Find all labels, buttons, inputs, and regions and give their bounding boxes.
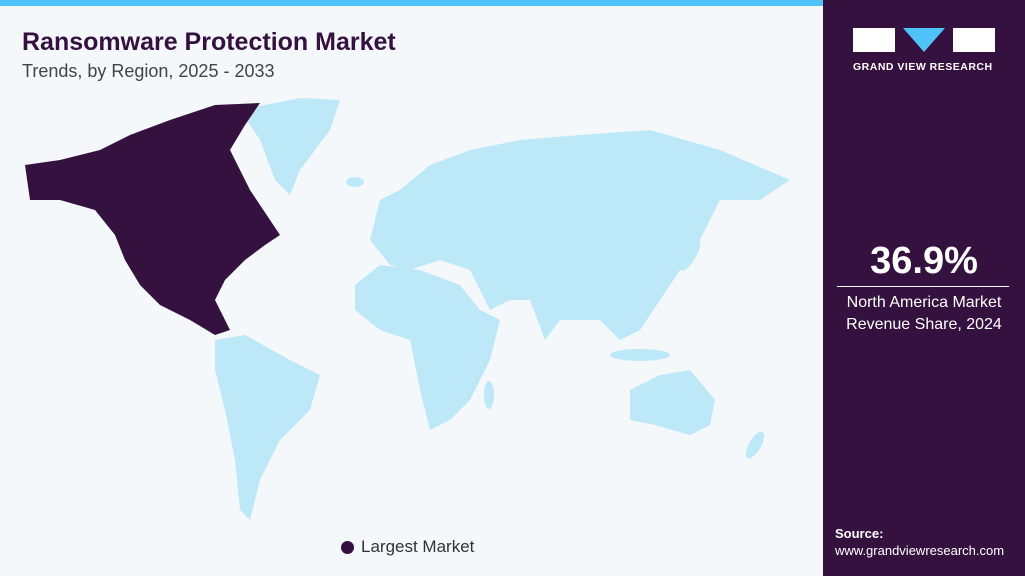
- source-url: www.grandviewresearch.com: [835, 543, 1005, 558]
- subtitle: Trends, by Region, 2025 - 2033: [22, 61, 275, 81]
- africa: [355, 265, 500, 430]
- legend-label: Largest Market: [361, 537, 475, 556]
- south-america: [215, 335, 320, 520]
- new-zealand: [745, 431, 765, 459]
- side-panel: GRAND VIEW RESEARCH 36.9% North America …: [823, 0, 1025, 576]
- stat-label: Revenue Share, 2024: [846, 316, 1002, 333]
- madagascar: [484, 381, 494, 409]
- source-label: Source:: [835, 526, 884, 541]
- legend-swatch: [341, 540, 354, 554]
- divider: [837, 286, 1009, 287]
- greenland: [240, 98, 340, 195]
- japan: [679, 239, 701, 271]
- stat-label: North America Market: [846, 294, 1002, 311]
- stat-value: 36.9%: [870, 240, 978, 282]
- iceland: [346, 177, 364, 187]
- eurasia: [370, 130, 790, 340]
- legend: Largest Market: [341, 537, 474, 557]
- australia: [630, 370, 715, 435]
- uk: [375, 209, 389, 235]
- top-stripe: [0, 0, 823, 6]
- world-map: [25, 98, 790, 520]
- logo-text: GRAND VIEW RESEARCH: [853, 61, 993, 73]
- logo-mark: [853, 28, 995, 52]
- title: Ransomware Protection Market: [22, 28, 396, 56]
- north-america: [25, 103, 280, 335]
- indonesia: [610, 349, 670, 361]
